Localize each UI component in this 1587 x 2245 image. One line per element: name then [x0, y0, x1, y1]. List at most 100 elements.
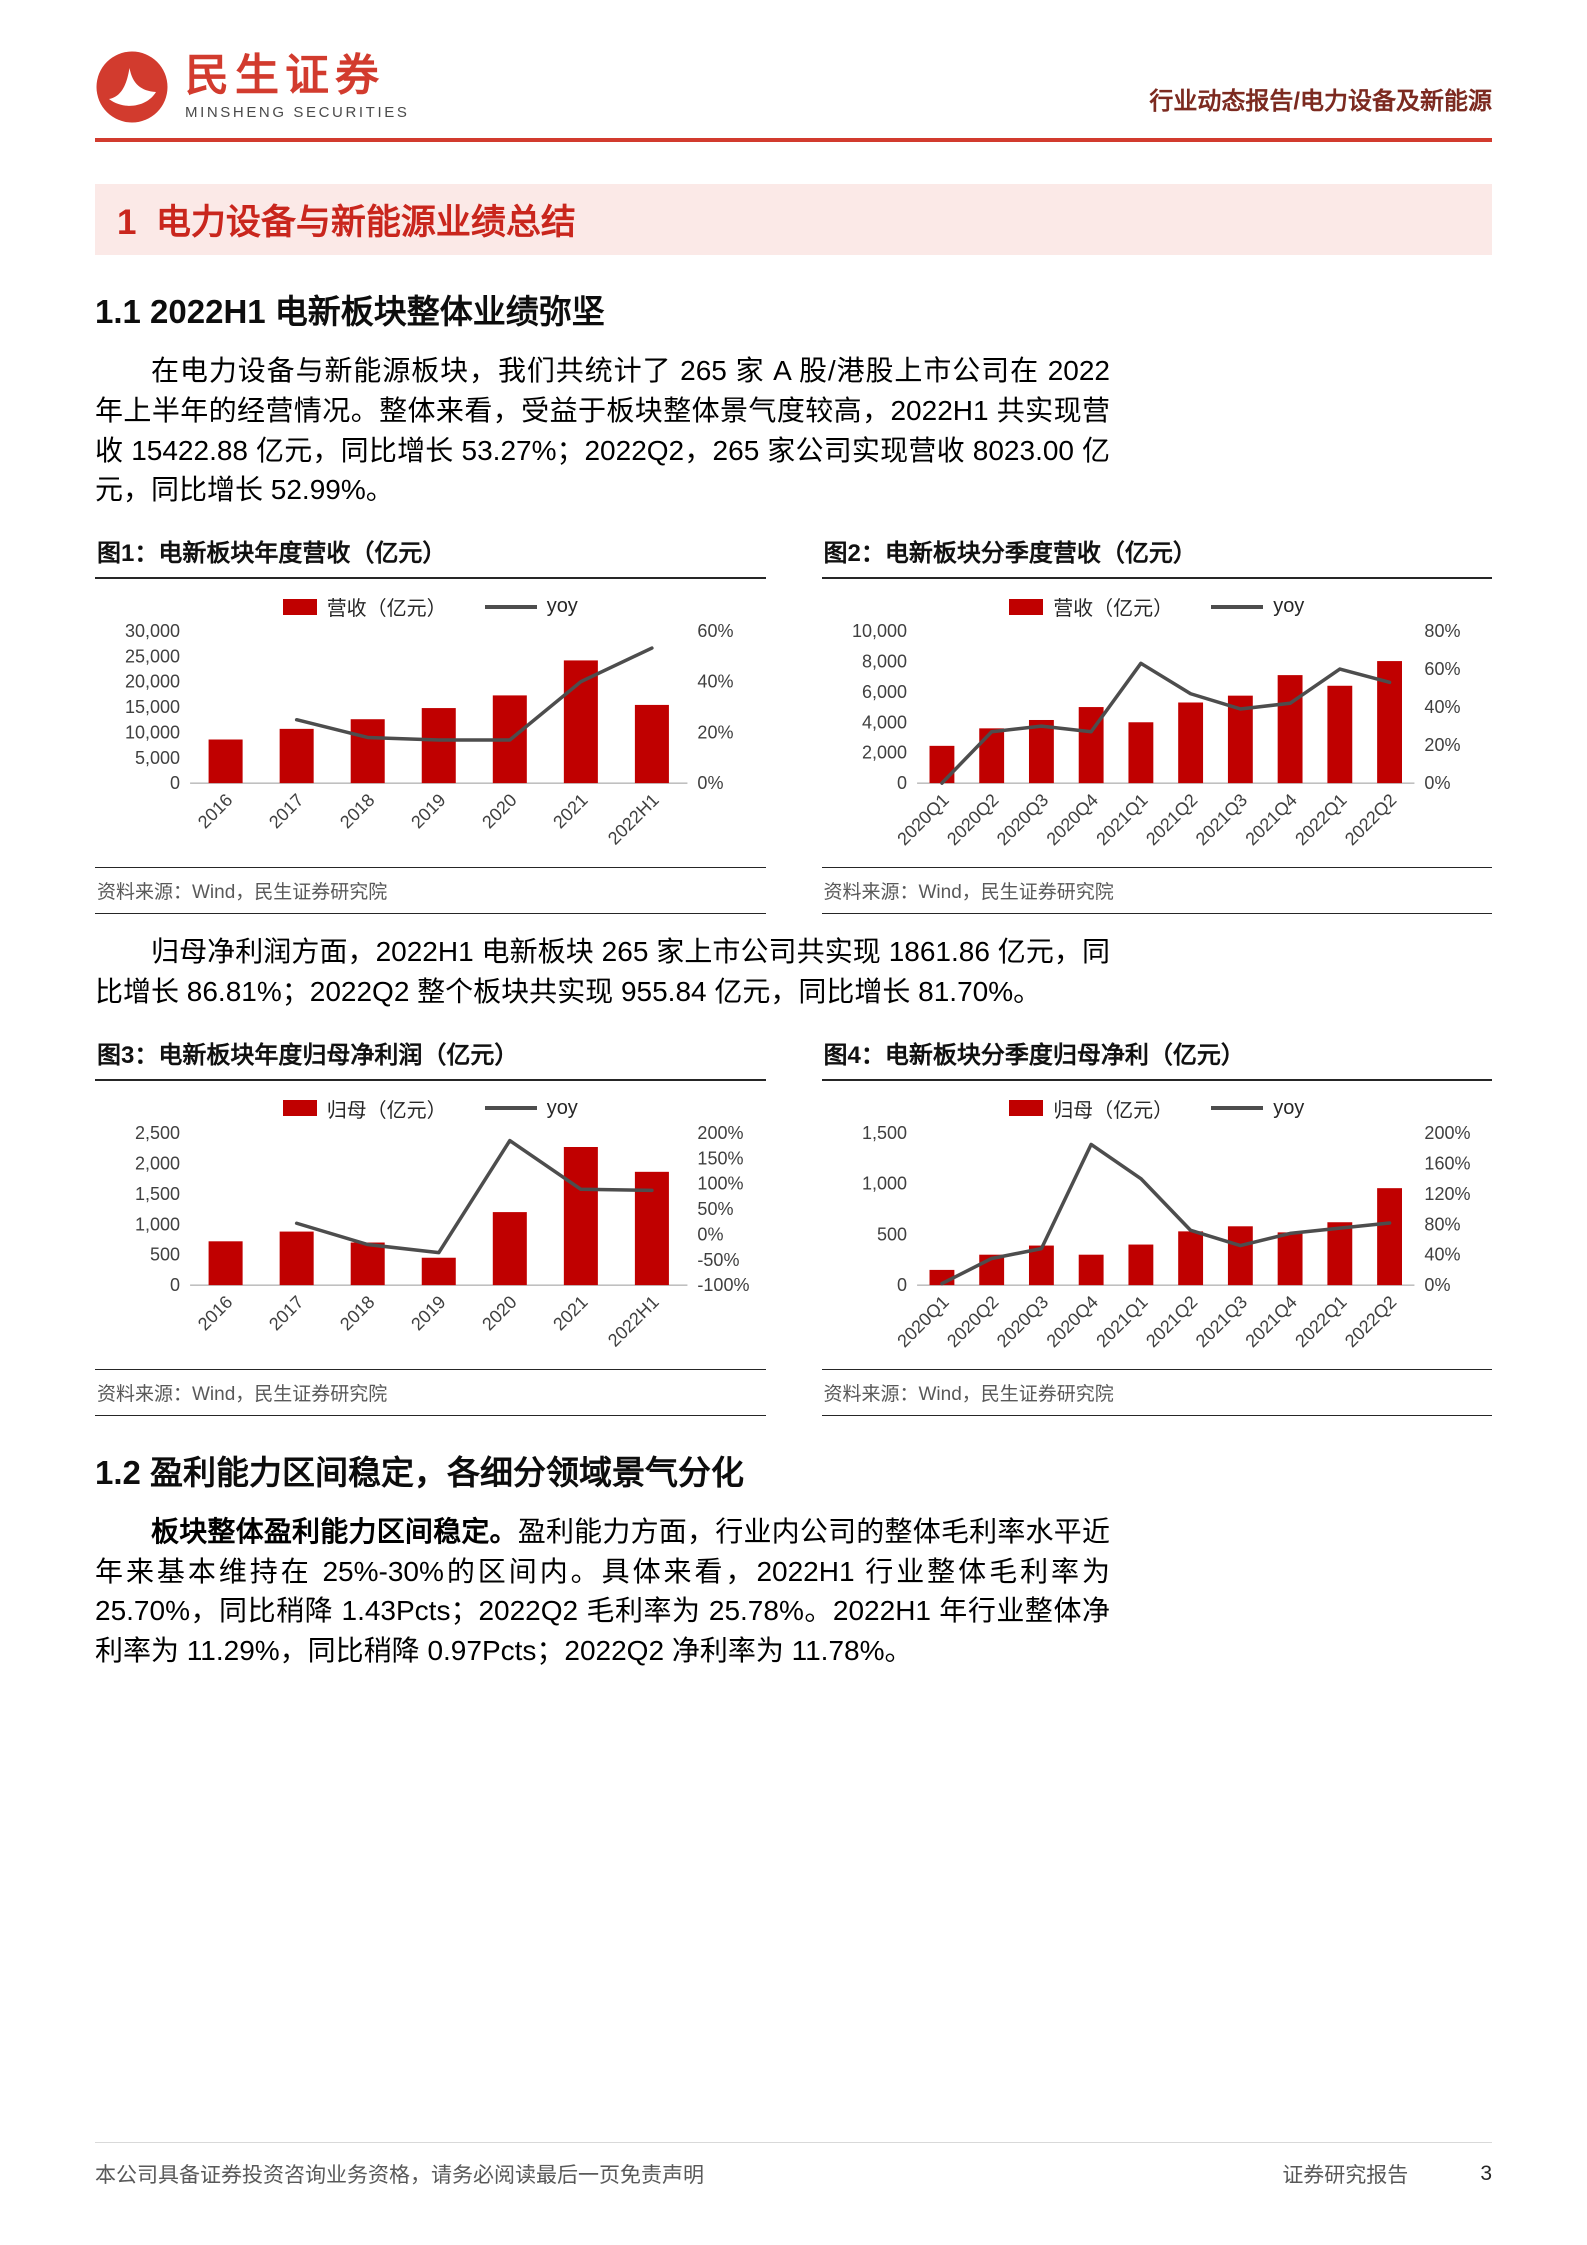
figure-1-plot: 0 5,000 10,000 15,000 20,000 25,000 30,000 0% 20… [125, 623, 733, 849]
line-series-label: yoy [546, 1096, 578, 1119]
bar [421, 708, 456, 784]
figure-1-title: 图1：电新板块年度营收（亿元） [95, 526, 766, 579]
left-axis-tick-label: 10,000 [125, 722, 180, 742]
left-axis-tick-label: 500 [150, 1244, 180, 1264]
paragraph-profitability: 板块整体盈利能力区间稳定。盈利能力方面，行业内公司的整体毛利率水平近年来基本维持… [95, 1512, 1110, 1671]
bar [1326, 685, 1352, 784]
category-label: 2021Q3 [1191, 790, 1250, 849]
bar-series-swatch-icon [282, 598, 317, 615]
paragraph-profitability-lead: 板块整体盈利能力区间稳定。 [151, 1515, 518, 1547]
category-label: 2021Q4 [1241, 1291, 1300, 1350]
bar [1078, 1254, 1104, 1285]
report-body: 1 电力设备与新能源业绩总结 1.1 2022H1 电新板块整体业绩弥坚 在电力… [0, 184, 1587, 1671]
bar [1177, 1231, 1203, 1285]
right-axis-tick-label: 120% [1424, 1184, 1470, 1204]
line-series-swatch-icon [1211, 1106, 1264, 1111]
bar [421, 1257, 456, 1285]
category-label: 2022Q1 [1291, 1291, 1350, 1350]
bar [563, 1146, 598, 1285]
category-label: 2022Q1 [1291, 790, 1350, 849]
section-1-1-heading: 1.1 2022H1 电新板块整体业绩弥坚 [95, 293, 605, 330]
left-axis-tick-label: 1,000 [862, 1173, 907, 1193]
figure-4-title: 图4：电新板块分季度归母净利（亿元） [821, 1028, 1492, 1081]
paragraph-profitability-rest: 盈利能力方面，行业内公司的整体毛利率水平近年来基本维持在 25%-30%的区间内… [95, 1515, 1110, 1667]
category-label: 2020Q3 [992, 1291, 1051, 1350]
left-axis-tick-label: 5,000 [135, 748, 180, 768]
left-axis-tick-label: 15,000 [125, 697, 180, 717]
figure-4: 图4：电新板块分季度归母净利（亿元） 归母（亿元） yoy 0 500 1,000 1… [821, 1028, 1492, 1416]
paragraph-profit-overview: 归母净利润方面，2022H1 电新板块 265 家上市公司共实现 1861.86… [95, 936, 1110, 1007]
figure-4-plot: 0 500 1,000 1,500 0% 40% 80% 120% 160% 200% 2020Q1… [862, 1125, 1470, 1351]
category-label: 2020 [478, 790, 520, 832]
bar [978, 728, 1004, 784]
page-number: 3 [1480, 2162, 1492, 2185]
category-label: 2019 [407, 790, 449, 832]
category-label: 2021 [549, 1291, 591, 1333]
bar [634, 704, 669, 784]
right-axis-tick-label: 60% [697, 623, 733, 641]
bar [1028, 1245, 1054, 1285]
left-axis-tick-label: 20,000 [125, 672, 180, 692]
bar [350, 1242, 385, 1285]
figure-2: 图2：电新板块分季度营收（亿元） 营收（亿元） yoy 0 2,000 4,000 6… [821, 526, 1492, 915]
line-series-label: yoy [1273, 1096, 1305, 1119]
category-label: 2019 [407, 1291, 449, 1333]
category-label: 2021Q3 [1191, 1291, 1250, 1350]
line-series-swatch-icon [1211, 604, 1264, 609]
figure-1-legend: 营收（亿元） yoy [95, 579, 766, 623]
category-label: 2020Q4 [1042, 1291, 1101, 1350]
bar [1177, 702, 1203, 784]
right-axis-tick-label: 0% [697, 1224, 723, 1244]
category-label: 2020Q1 [893, 790, 952, 849]
left-axis-tick-label: 6,000 [862, 682, 907, 702]
left-axis-tick-label: 0 [897, 1275, 907, 1295]
category-label: 2020 [478, 1291, 520, 1333]
right-axis-tick-label: -50% [697, 1249, 739, 1269]
right-axis-tick-label: 0% [1424, 773, 1450, 793]
bar [208, 739, 243, 784]
category-label: 2021Q2 [1142, 1291, 1201, 1350]
bar [1277, 675, 1303, 784]
figure-4-source: 资料来源：Wind，民生证券研究院 [821, 1368, 1492, 1416]
figure-3: 图3：电新板块年度归母净利润（亿元） 归母（亿元） yoy 0 500 1,000 1… [95, 1028, 766, 1416]
bar [563, 660, 598, 784]
right-axis-tick-label: 200% [1424, 1125, 1470, 1143]
category-label: 2020Q4 [1042, 790, 1101, 849]
right-axis-tick-label: 80% [1424, 623, 1460, 641]
category-label: 2016 [194, 790, 236, 832]
right-axis-tick-label: 40% [1424, 697, 1460, 717]
bar-series-label: 营收（亿元） [326, 598, 447, 620]
right-axis-tick-label: 80% [1424, 1214, 1460, 1234]
yoy-line [294, 1138, 654, 1255]
line-series-swatch-icon [484, 604, 537, 609]
category-label: 2021Q2 [1142, 790, 1201, 849]
bar [350, 719, 385, 784]
line-series-label: yoy [1273, 595, 1305, 617]
right-axis-tick-label: 100% [697, 1173, 743, 1193]
figure-1: 图1：电新板块年度营收（亿元） 营收（亿元） yoy 0 5,000 10,000 1… [95, 526, 766, 915]
brand-logo: 民生证券 MINSHENG SECURITIES [95, 50, 409, 124]
bar-series-label: 归母（亿元） [326, 1099, 447, 1122]
right-axis-tick-label: 60% [1424, 659, 1460, 679]
bar [1376, 1187, 1402, 1285]
brand-name-cn: 民生证券 [185, 50, 385, 100]
category-label: 2021Q4 [1241, 790, 1300, 849]
figure-2-plot: 0 2,000 4,000 6,000 8,000 10,000 0% 20% 40% 60% 80… [852, 623, 1460, 849]
bar [1028, 719, 1054, 784]
category-label: 2022H1 [604, 1291, 663, 1350]
category-label: 2020Q2 [943, 790, 1002, 849]
bar [208, 1240, 243, 1285]
category-label: 2017 [265, 790, 307, 832]
category-label: 2020Q2 [943, 1291, 1002, 1350]
right-axis-tick-label: 150% [697, 1148, 743, 1168]
right-axis-tick-label: -100% [697, 1275, 749, 1295]
yoy-line [294, 646, 654, 742]
section-1-heading: 1 电力设备与新能源业绩总结 [95, 184, 1492, 255]
right-axis-tick-label: 20% [1424, 735, 1460, 755]
minsheng-logo-icon [96, 51, 168, 123]
figure-3-source: 资料来源：Wind，民生证券研究院 [95, 1368, 766, 1416]
paragraph-revenue-overview: 在电力设备与新能源板块，我们共统计了 265 家 A 股/港股上市公司在 202… [95, 355, 1110, 506]
brand-name-en: MINSHENG SECURITIES [185, 104, 410, 122]
left-axis-tick-label: 0 [170, 773, 180, 793]
